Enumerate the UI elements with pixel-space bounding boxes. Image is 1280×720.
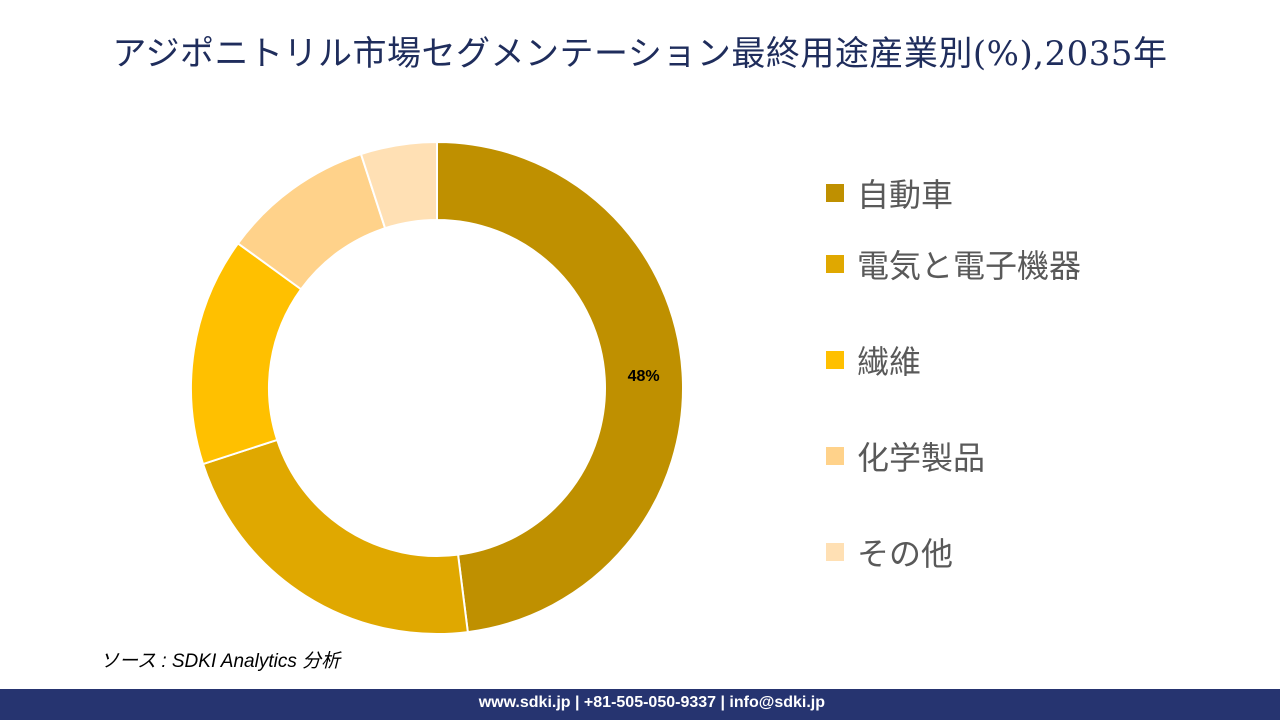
legend-swatch <box>826 255 844 273</box>
legend-item: 化学製品 <box>826 408 1081 504</box>
donut-slice <box>436 140 684 634</box>
data-label: 48% <box>628 368 660 385</box>
donut-slice <box>359 140 438 230</box>
source-note: ソース : SDKI Analytics 分析 <box>100 651 341 672</box>
donut-slice <box>201 438 469 635</box>
legend-item: 自動車 <box>826 170 1081 216</box>
chart-title: アジポニトリル市場セグメンテーション最終用途産業別(%),2035年 <box>112 34 1168 74</box>
legend-item: 電気と電子機器 <box>826 216 1081 312</box>
legend-label: 電気と電子機器 <box>857 247 1082 285</box>
legend-swatch <box>826 184 844 202</box>
legend-label: その他 <box>857 535 954 573</box>
legend-label: 自動車 <box>857 176 954 214</box>
legend-item: 繊維 <box>826 312 1081 408</box>
legend-label: 繊維 <box>857 343 922 381</box>
legend-label: 化学製品 <box>857 439 986 477</box>
legend: 自動車 電気と電子機器 繊維 化学製品 その他 <box>826 170 1081 600</box>
footer-bar: www.sdki.jp | +81-505-050-9337 | info@sd… <box>0 689 1280 720</box>
legend-item: その他 <box>826 504 1081 600</box>
footer-contact: www.sdki.jp | +81-505-050-9337 | info@sd… <box>478 694 825 711</box>
legend-swatch <box>826 447 844 465</box>
legend-swatch <box>826 543 844 561</box>
legend-swatch <box>826 351 844 369</box>
